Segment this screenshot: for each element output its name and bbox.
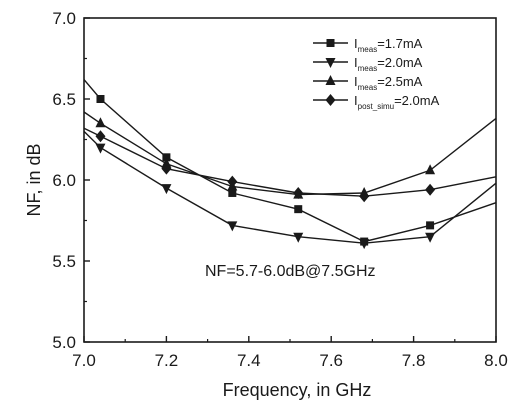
legend-entry: Imeas=1.7mA	[313, 36, 423, 54]
data-point	[359, 190, 370, 203]
series-2	[83, 130, 497, 250]
data-point	[95, 143, 106, 154]
legend-label: Imeas=1.7mA	[354, 36, 423, 54]
data-point	[426, 221, 435, 230]
series-line	[83, 111, 497, 196]
plot-frame	[83, 17, 497, 343]
data-point	[425, 164, 436, 175]
x-tick-label: 7.0	[72, 351, 96, 370]
legend-label: Ipost_simu=2.0mA	[354, 93, 440, 111]
series-4	[83, 127, 497, 203]
axes-layer: 7.0 7.2 7.4 7.6 7.8 8.0 5.0 5.5 6.0 6.5 7.0	[52, 9, 507, 370]
legend-entry: Imeas=2.0mA	[313, 55, 423, 73]
data-point	[95, 130, 106, 143]
data-point	[425, 183, 436, 196]
x-tick-label: 7.2	[155, 351, 179, 370]
data-point	[227, 175, 238, 188]
x-axis-label: Frequency, in GHz	[223, 380, 372, 400]
legend-marker	[325, 75, 336, 85]
x-tick-label: 7.4	[237, 351, 261, 370]
data-point	[95, 117, 106, 128]
x-tick-label: 7.6	[319, 351, 343, 370]
x-tick-label: 7.8	[402, 351, 426, 370]
series-line	[83, 127, 497, 197]
data-point	[293, 186, 304, 199]
series-line	[83, 130, 497, 244]
series-3	[83, 111, 497, 199]
y-axis-label: NF, in dB	[24, 143, 44, 216]
legend-entry: Imeas=2.5mA	[313, 74, 423, 92]
legend-label: Imeas=2.5mA	[354, 74, 423, 92]
y-tick-label: 6.5	[52, 90, 76, 109]
legend-marker	[325, 58, 336, 68]
data-point	[227, 221, 238, 232]
data-point	[359, 239, 370, 250]
legend-label: Imeas=2.0mA	[354, 55, 423, 73]
data-point	[294, 205, 303, 214]
data-point	[293, 232, 304, 243]
data-point	[96, 95, 105, 103]
legend-entry: Ipost_simu=2.0mA	[313, 93, 440, 111]
x-tick-label: 8.0	[484, 351, 508, 370]
legend-marker	[325, 94, 336, 106]
y-tick-label: 6.0	[52, 171, 76, 190]
series-layer	[83, 79, 497, 250]
y-tick-label: 5.0	[52, 333, 76, 352]
legend: Imeas=1.7mAImeas=2.0mAImeas=2.5mAIpost_s…	[313, 36, 440, 111]
series-line	[83, 79, 497, 243]
data-point	[228, 188, 237, 197]
data-point	[161, 162, 172, 175]
plot-area	[83, 17, 497, 343]
legend-marker	[326, 39, 335, 47]
data-point	[162, 153, 171, 162]
y-tick-label: 5.5	[52, 252, 76, 271]
annotation-text: NF=5.7-6.0dB@7.5GHz	[205, 263, 376, 280]
y-tick-label: 7.0	[52, 9, 76, 28]
data-point	[425, 232, 436, 243]
data-point	[161, 184, 172, 195]
